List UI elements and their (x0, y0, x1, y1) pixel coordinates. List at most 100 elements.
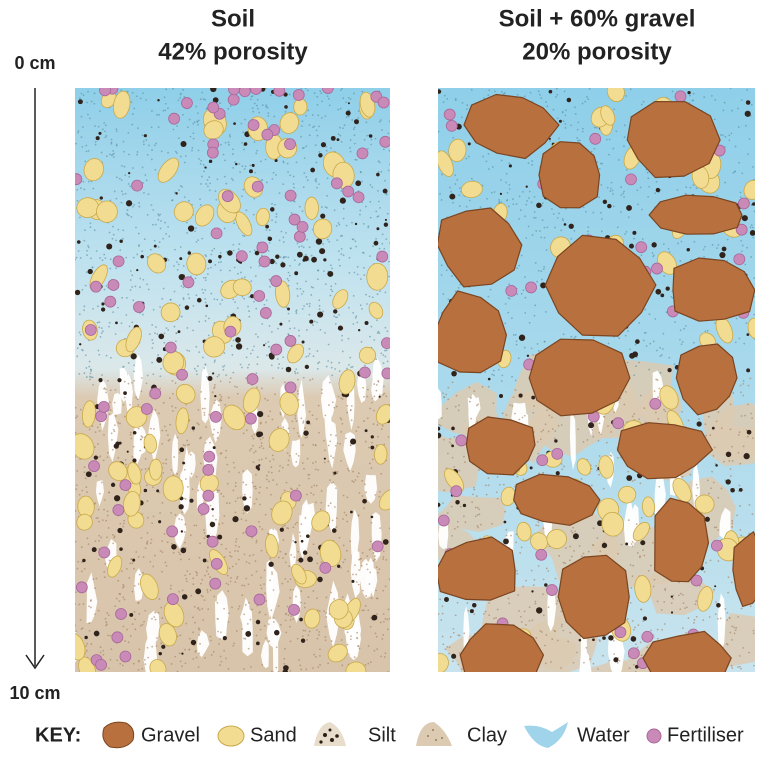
silt-dot (237, 558, 240, 561)
silt-dot (103, 433, 105, 436)
silt-dot (251, 95, 254, 98)
fertiliser (75, 581, 88, 594)
silt-dot (451, 456, 454, 459)
silt-dot (113, 401, 116, 404)
fertiliser (209, 577, 222, 590)
silt-dot (322, 242, 324, 245)
silt-dot (245, 560, 248, 563)
silt-dot (458, 205, 461, 207)
silt-dot (299, 664, 302, 667)
silt-dot (310, 492, 313, 494)
silt-dot (170, 584, 172, 587)
silt-dot (227, 668, 230, 670)
silt-dot (85, 144, 88, 147)
silt-dot (569, 545, 572, 548)
silt-dot (267, 623, 270, 626)
silt-dot (333, 315, 335, 318)
silt-dot (690, 258, 692, 261)
silt-dot (577, 121, 580, 124)
silt-dot (141, 166, 144, 169)
silt-dot (226, 463, 229, 466)
silt-dot (105, 624, 108, 627)
silt-dot (325, 365, 328, 368)
silt-dot (364, 364, 366, 367)
silt-dot (740, 415, 743, 417)
silt-dot (737, 615, 740, 618)
silt-dot (655, 349, 658, 352)
silt-grain (268, 561, 274, 567)
silt-dot (275, 666, 278, 669)
fertiliser (289, 489, 302, 502)
silt-dot (253, 300, 255, 303)
silt-dot (222, 365, 224, 368)
silt-dot (607, 342, 610, 345)
silt-dot (277, 605, 280, 607)
silt-dot (265, 600, 268, 602)
silt-dot (157, 218, 160, 221)
silt-dot (135, 551, 138, 553)
silt-dot (141, 667, 144, 670)
silt-dot (334, 323, 337, 325)
silt-dot (252, 437, 255, 440)
silt-dot (91, 376, 94, 379)
silt-dot (185, 577, 188, 580)
silt-dot (681, 627, 684, 630)
silt-dot (544, 310, 547, 313)
silt-dot (324, 449, 326, 452)
silt-dot (260, 387, 263, 390)
silt-dot (156, 333, 159, 335)
silt-dot (287, 171, 289, 173)
silt-dot (341, 422, 344, 425)
silt-dot (558, 554, 561, 557)
silt-dot (367, 645, 370, 647)
silt-dot (179, 553, 181, 556)
silt-dot (263, 569, 266, 572)
silt-dot (179, 184, 182, 187)
silt-dot (366, 395, 369, 398)
silt-dot (596, 537, 599, 539)
pore (463, 606, 470, 650)
silt-dot (620, 194, 623, 196)
silt-dot (562, 561, 565, 564)
silt-dot (115, 415, 117, 417)
sand-grain (157, 157, 179, 183)
silt-dot (754, 295, 755, 298)
silt-dot (281, 582, 284, 585)
silt-grain (117, 527, 123, 534)
silt-dot (349, 150, 352, 153)
fertiliser (261, 128, 274, 141)
silt-dot (267, 249, 270, 252)
silt-dot (300, 417, 303, 420)
silt-dot (98, 326, 101, 329)
silt-grain (744, 110, 751, 117)
silt-dot (284, 619, 287, 622)
silt-dot (96, 321, 99, 324)
silt-dot (230, 577, 232, 579)
silt-dot (152, 486, 154, 489)
silt-dot (542, 268, 545, 270)
silt-grain (77, 99, 83, 105)
gravel-panel (438, 88, 755, 672)
silt-dot (476, 506, 479, 509)
silt-dot (157, 354, 160, 356)
silt-dot (631, 575, 634, 578)
silt-dot (153, 144, 156, 147)
silt-grain (242, 496, 247, 501)
silt-dot (679, 260, 682, 262)
silt-dot (370, 597, 373, 599)
silt-dot (150, 204, 153, 207)
fertiliser (84, 324, 97, 336)
silt-dot (522, 478, 525, 481)
silt-dot (534, 216, 537, 219)
silt-dot (546, 409, 549, 412)
silt-dot (163, 96, 166, 99)
silt-grain (128, 172, 131, 175)
silt-dot (469, 397, 472, 399)
silt-dot (77, 250, 80, 252)
silt-dot (539, 93, 541, 96)
silt-dot (271, 571, 273, 574)
silt-dot (141, 623, 144, 626)
silt-dot (484, 371, 487, 373)
silt-dot (90, 370, 93, 372)
silt-dot (378, 332, 381, 335)
